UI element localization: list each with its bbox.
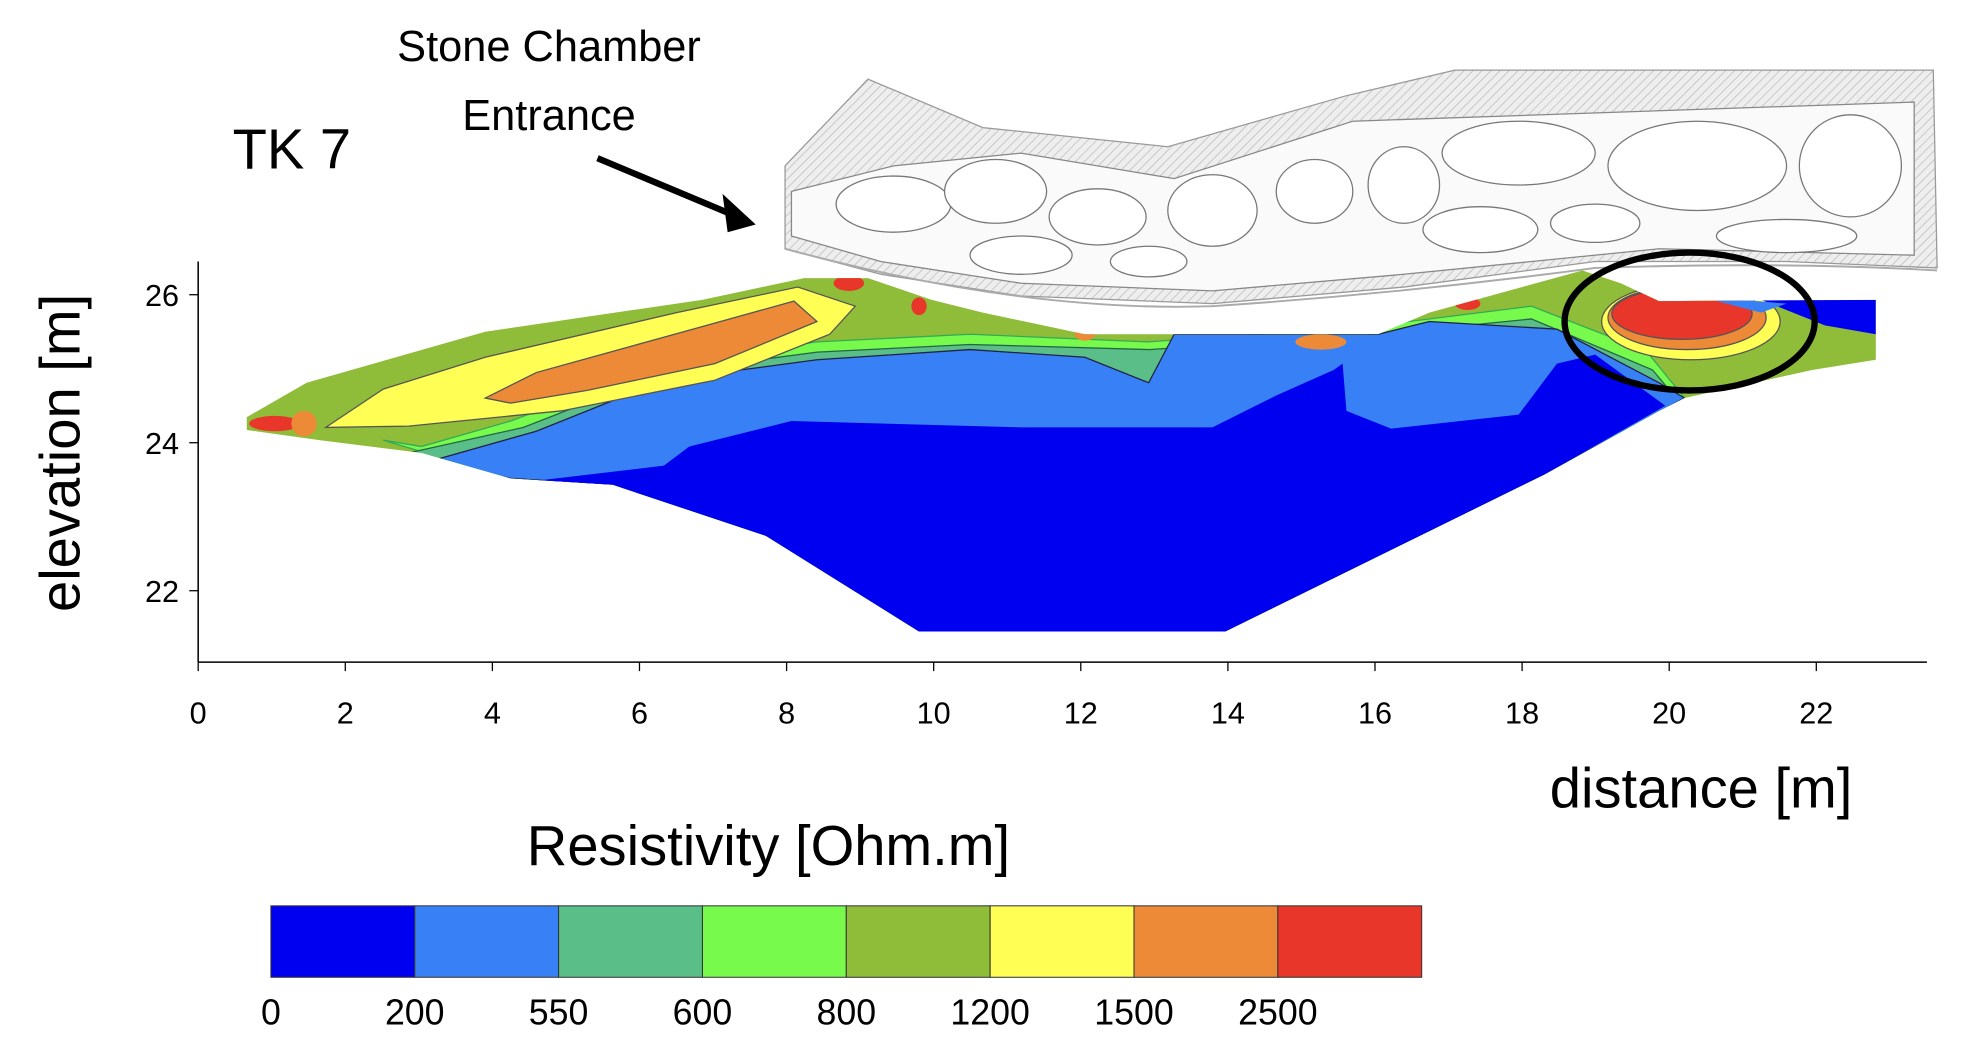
contour-1500-2500 <box>483 300 819 404</box>
x-tick-label: 2 <box>337 696 354 730</box>
colorbar-swatch <box>558 905 703 978</box>
colorbar-level-label: 200 <box>385 992 445 1032</box>
colorbar-swatch <box>701 905 847 978</box>
anomaly-highlight-ellipse <box>1561 249 1818 394</box>
x-tick-label: 6 <box>631 696 648 730</box>
y-tick-label: 22 <box>145 575 179 609</box>
colorbar-level-label: 0 <box>261 992 281 1032</box>
colorbar-level-label: 1200 <box>950 992 1029 1032</box>
x-tick-label: 14 <box>1211 696 1245 730</box>
colorbar-level-label: 600 <box>673 992 733 1032</box>
y-axis-label: elevation [m] <box>29 294 92 612</box>
site-label: TK 7 <box>233 117 352 180</box>
stone-chamber-sketch <box>784 69 1938 308</box>
colorbar-title: Resistivity [Ohm.m] <box>527 814 1010 877</box>
feature-label-line2: Entrance <box>462 92 636 140</box>
colorbar-level-label: 1500 <box>1094 992 1173 1032</box>
x-tick-label: 16 <box>1358 696 1392 730</box>
y-tick-label: 24 <box>145 427 179 461</box>
x-tick-label: 4 <box>484 696 501 730</box>
colorbar-level-label: 550 <box>529 992 589 1032</box>
colorbar-swatch <box>270 905 416 978</box>
x-tick-label: 12 <box>1064 696 1098 730</box>
colorbar-swatch <box>989 905 1135 978</box>
colorbar-swatch <box>1277 905 1423 978</box>
y-tick-label: 26 <box>145 279 179 313</box>
resistivity-section <box>246 270 1876 632</box>
arrow-icon <box>596 155 756 233</box>
x-axis-label: distance [m] <box>1550 757 1853 820</box>
x-tick-label: 20 <box>1652 696 1686 730</box>
colorbar-level-label: 800 <box>816 992 876 1032</box>
x-tick-label: 8 <box>778 696 795 730</box>
colorbar-swatch <box>1133 905 1279 978</box>
feature-label-line1: Stone Chamber <box>397 23 701 71</box>
colorbar-swatch <box>414 905 560 978</box>
x-axis: distance [m] 0 2 4 6 8 10 12 14 16 18 20 22 <box>190 661 1927 820</box>
x-tick-label: 10 <box>917 696 951 730</box>
colorbar: Resistivity [Ohm.m] 0 200 550 600 800 1200 150… <box>261 814 1423 1032</box>
colorbar-level-label: 2500 <box>1238 992 1317 1032</box>
colorbar-swatch <box>845 905 991 978</box>
contour-0-200 <box>523 354 1666 632</box>
x-tick-label: 0 <box>190 696 207 730</box>
x-tick-label: 18 <box>1505 696 1539 730</box>
x-tick-label: 22 <box>1799 696 1833 730</box>
y-axis: 26 24 22 elevation [m] <box>29 261 199 663</box>
contour-anomaly-core <box>1611 287 1753 341</box>
